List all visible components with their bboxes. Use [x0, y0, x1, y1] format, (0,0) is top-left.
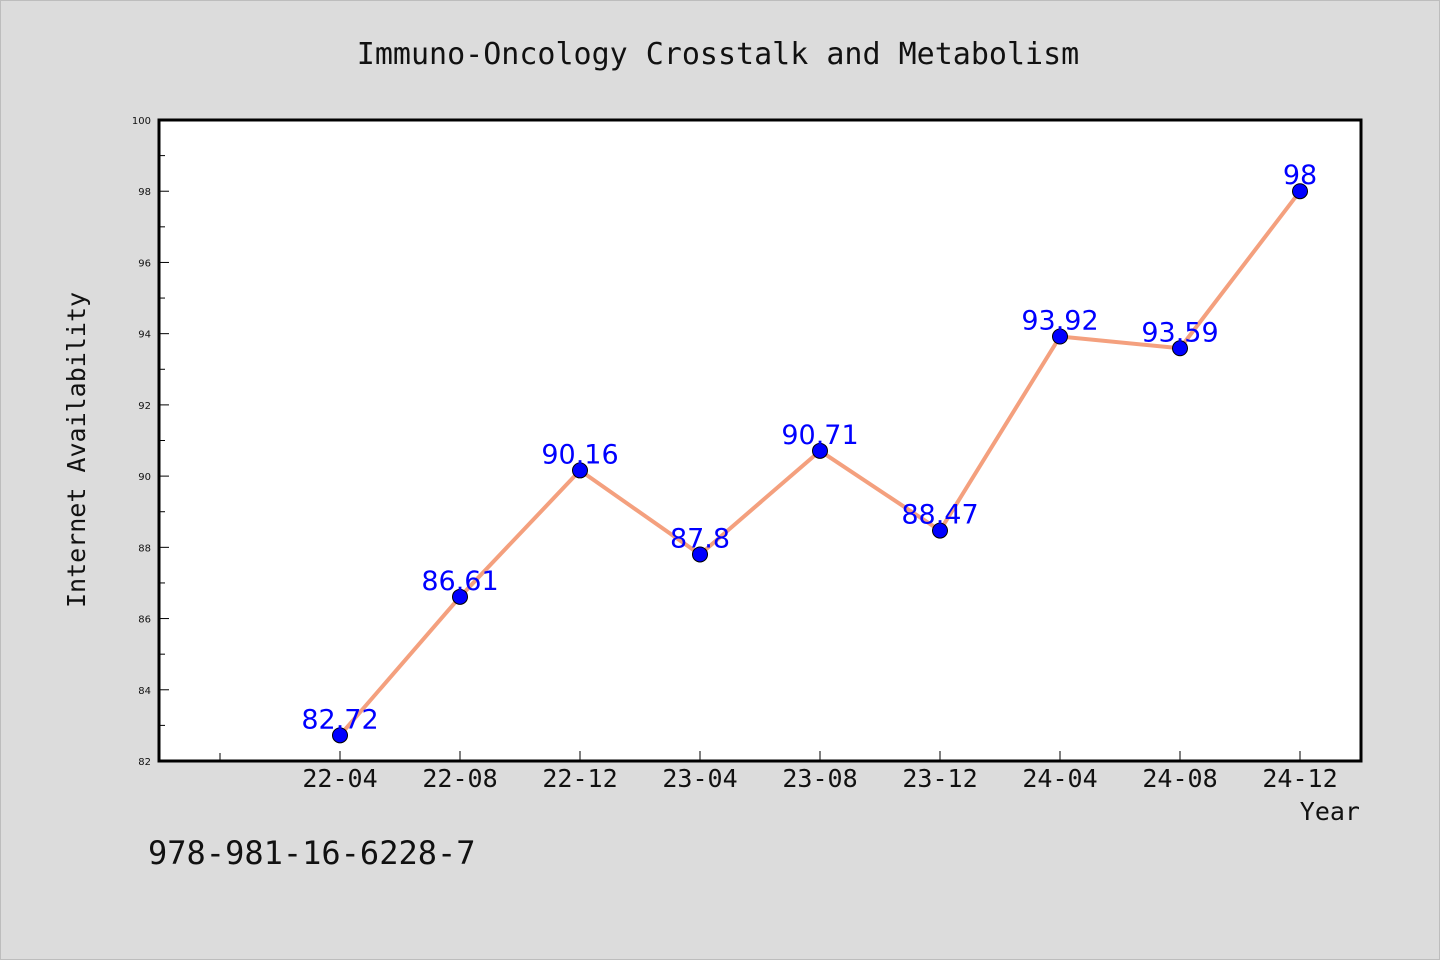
data-point [692, 546, 708, 563]
data-label: 88.47 [901, 500, 978, 531]
x-axis-title: Year [1300, 797, 1360, 826]
data-label: 93.59 [1141, 317, 1218, 348]
data-point [332, 727, 348, 744]
x-tick-label: 23-12 [902, 764, 977, 793]
y-tick-label: 84 [138, 686, 151, 697]
x-tick-label: 23-08 [782, 764, 857, 793]
y-tick-label: 96 [138, 258, 151, 269]
y-tick-label: 94 [138, 330, 151, 341]
data-point [1292, 183, 1308, 200]
data-label: 87.8 [670, 523, 730, 554]
data-label: 86.61 [421, 566, 498, 597]
x-tick-label: 22-04 [302, 764, 377, 793]
data-point [932, 522, 948, 539]
data-point [452, 588, 468, 605]
x-axis: 22-04 22-08 22-12 23-04 23-08 23-12 24-04 24-08… [219, 751, 1338, 793]
y-tick-label: 92 [138, 401, 151, 412]
x-tick-label: 23-04 [662, 764, 737, 793]
x-tick-label: 24-08 [1142, 764, 1217, 793]
data-point [812, 442, 828, 459]
data-label: 93.92 [1021, 306, 1098, 337]
y-tick-label: 100 [132, 116, 151, 127]
data-label: 90.71 [781, 420, 858, 451]
x-tick-label: 24-04 [1022, 764, 1097, 793]
data-label: 82.72 [301, 704, 378, 735]
y-tick-label: 90 [138, 472, 151, 483]
data-label: 98 [1283, 160, 1317, 191]
x-tick-label: 22-12 [542, 764, 617, 793]
y-tick-label: 82 [138, 757, 151, 768]
data-label: 90.16 [541, 439, 618, 470]
data-point [1052, 328, 1068, 345]
data-point [572, 462, 588, 479]
y-axis: 82 84 86 88 90 92 94 96 98 100 [132, 116, 169, 768]
y-tick-label: 88 [138, 543, 151, 554]
x-tick-label: 24-12 [1262, 764, 1337, 793]
data-point [1172, 340, 1188, 357]
y-tick-label: 86 [138, 615, 151, 626]
plot-area [157, 118, 1363, 763]
series-layer: 82.72 86.61 90.16 87.8 90.71 88.47 93.92 93.59 9… [301, 160, 1317, 744]
isbn-annotation: 978-981-16-6228-7 [148, 834, 476, 872]
y-tick-label: 98 [138, 187, 151, 198]
x-tick-label: 22-08 [422, 764, 497, 793]
y-axis-title: Internet Availability [62, 292, 91, 608]
chart-title: Immuno-Oncology Crosstalk and Metabolism [357, 37, 1079, 72]
